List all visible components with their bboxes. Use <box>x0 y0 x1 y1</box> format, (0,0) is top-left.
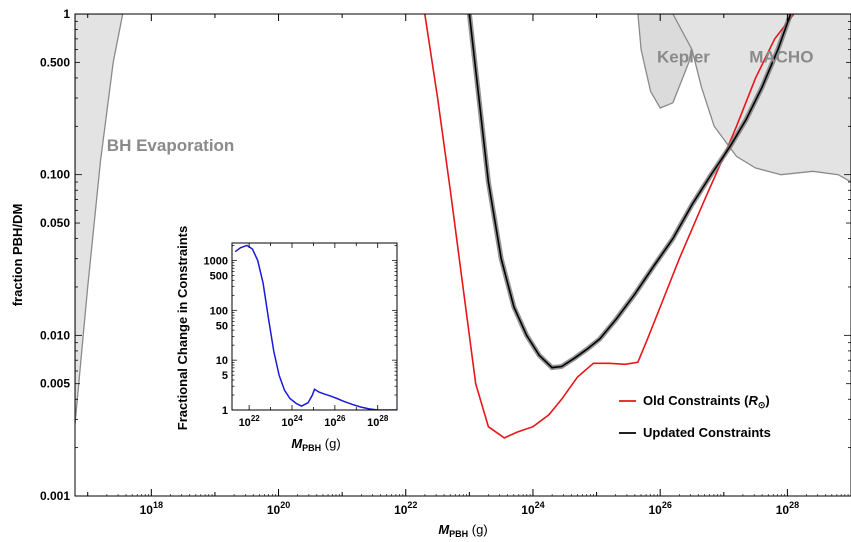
inset-y-tick-label: 500 <box>210 270 228 282</box>
x-axis-title: MPBH (g) <box>438 522 487 539</box>
region-label-kepler: Kepler <box>657 47 710 66</box>
region-bh-evaporation <box>75 14 124 425</box>
y-tick-label: 0.500 <box>40 55 70 69</box>
inset-y-tick-label: 50 <box>216 320 228 332</box>
x-tick-label: 1028 <box>776 500 799 517</box>
inset-data-series <box>234 244 397 410</box>
y-tick-label: 1 <box>63 7 70 21</box>
inset-y-tick-label: 100 <box>210 305 228 317</box>
inset-y-tick-label: 5 <box>222 370 228 382</box>
inset-y-tick-label: 1000 <box>204 255 228 267</box>
inset-x-axis-ticks: 1022 1024 1026 1028 <box>239 243 389 429</box>
x-tick-label: 1022 <box>394 500 417 517</box>
constraint-regions <box>75 14 851 425</box>
x-tick-label: 1026 <box>648 500 671 517</box>
inset-plot-frame <box>231 242 398 411</box>
region-label-bh-evaporation: BH Evaporation <box>107 136 235 155</box>
y-tick-label: 0.005 <box>40 377 70 391</box>
inset-x-tick-label: 1028 <box>367 414 389 429</box>
x-tick-label: 1020 <box>267 500 290 517</box>
x-axis-ticks: 1018 1020 1022 1024 1026 1028 <box>87 14 851 517</box>
y-tick-label: 0.010 <box>40 328 70 342</box>
inset-y-tick-label: 10 <box>216 355 228 367</box>
y-axis-ticks: 1 0.500 0.100 0.050 0.010 0.005 0.001 <box>40 7 851 503</box>
legend: Old Constraints (R⊙) Updated Constraints <box>619 393 771 440</box>
region-labels: BH Evaporation Kepler MACHO <box>107 47 814 155</box>
legend-label: Updated Constraints <box>643 425 771 440</box>
inset-background <box>232 243 397 410</box>
data-series <box>424 14 795 439</box>
y-tick-label: 0.050 <box>40 216 70 230</box>
inset-y-axis-title: Fractional Change in Constraints <box>175 226 190 430</box>
x-tick-label: 1018 <box>140 500 163 517</box>
inset-chart: 1022 1024 1026 1028 1 5 10 50 100 500 1000 Fracti… <box>175 226 398 453</box>
region-label-macho: MACHO <box>749 47 813 66</box>
region-macho <box>672 14 851 183</box>
x-tick-label: 1024 <box>521 500 544 517</box>
inset-y-tick-label: 1 <box>222 405 228 417</box>
y-axis-title: fraction PBH/DM <box>10 204 25 307</box>
series-updated-constraints <box>468 14 792 369</box>
inset-series-fractional-change <box>234 244 397 410</box>
y-tick-label: 0.100 <box>40 168 70 182</box>
inset-x-tick-label: 1026 <box>324 414 346 429</box>
main-chart: 1018 1020 1022 1024 1026 1028 1 0.500 0.100 0.05… <box>10 7 851 539</box>
inset-y-axis-ticks: 1 5 10 50 100 500 1000 <box>204 245 397 417</box>
legend-label: Old Constraints (R⊙) <box>643 393 770 410</box>
inset-x-axis-title: MPBH (g) <box>291 436 340 453</box>
inset-x-tick-label: 1024 <box>281 414 303 429</box>
inset-x-tick-label: 1022 <box>239 414 261 429</box>
y-tick-label: 0.001 <box>40 489 70 503</box>
